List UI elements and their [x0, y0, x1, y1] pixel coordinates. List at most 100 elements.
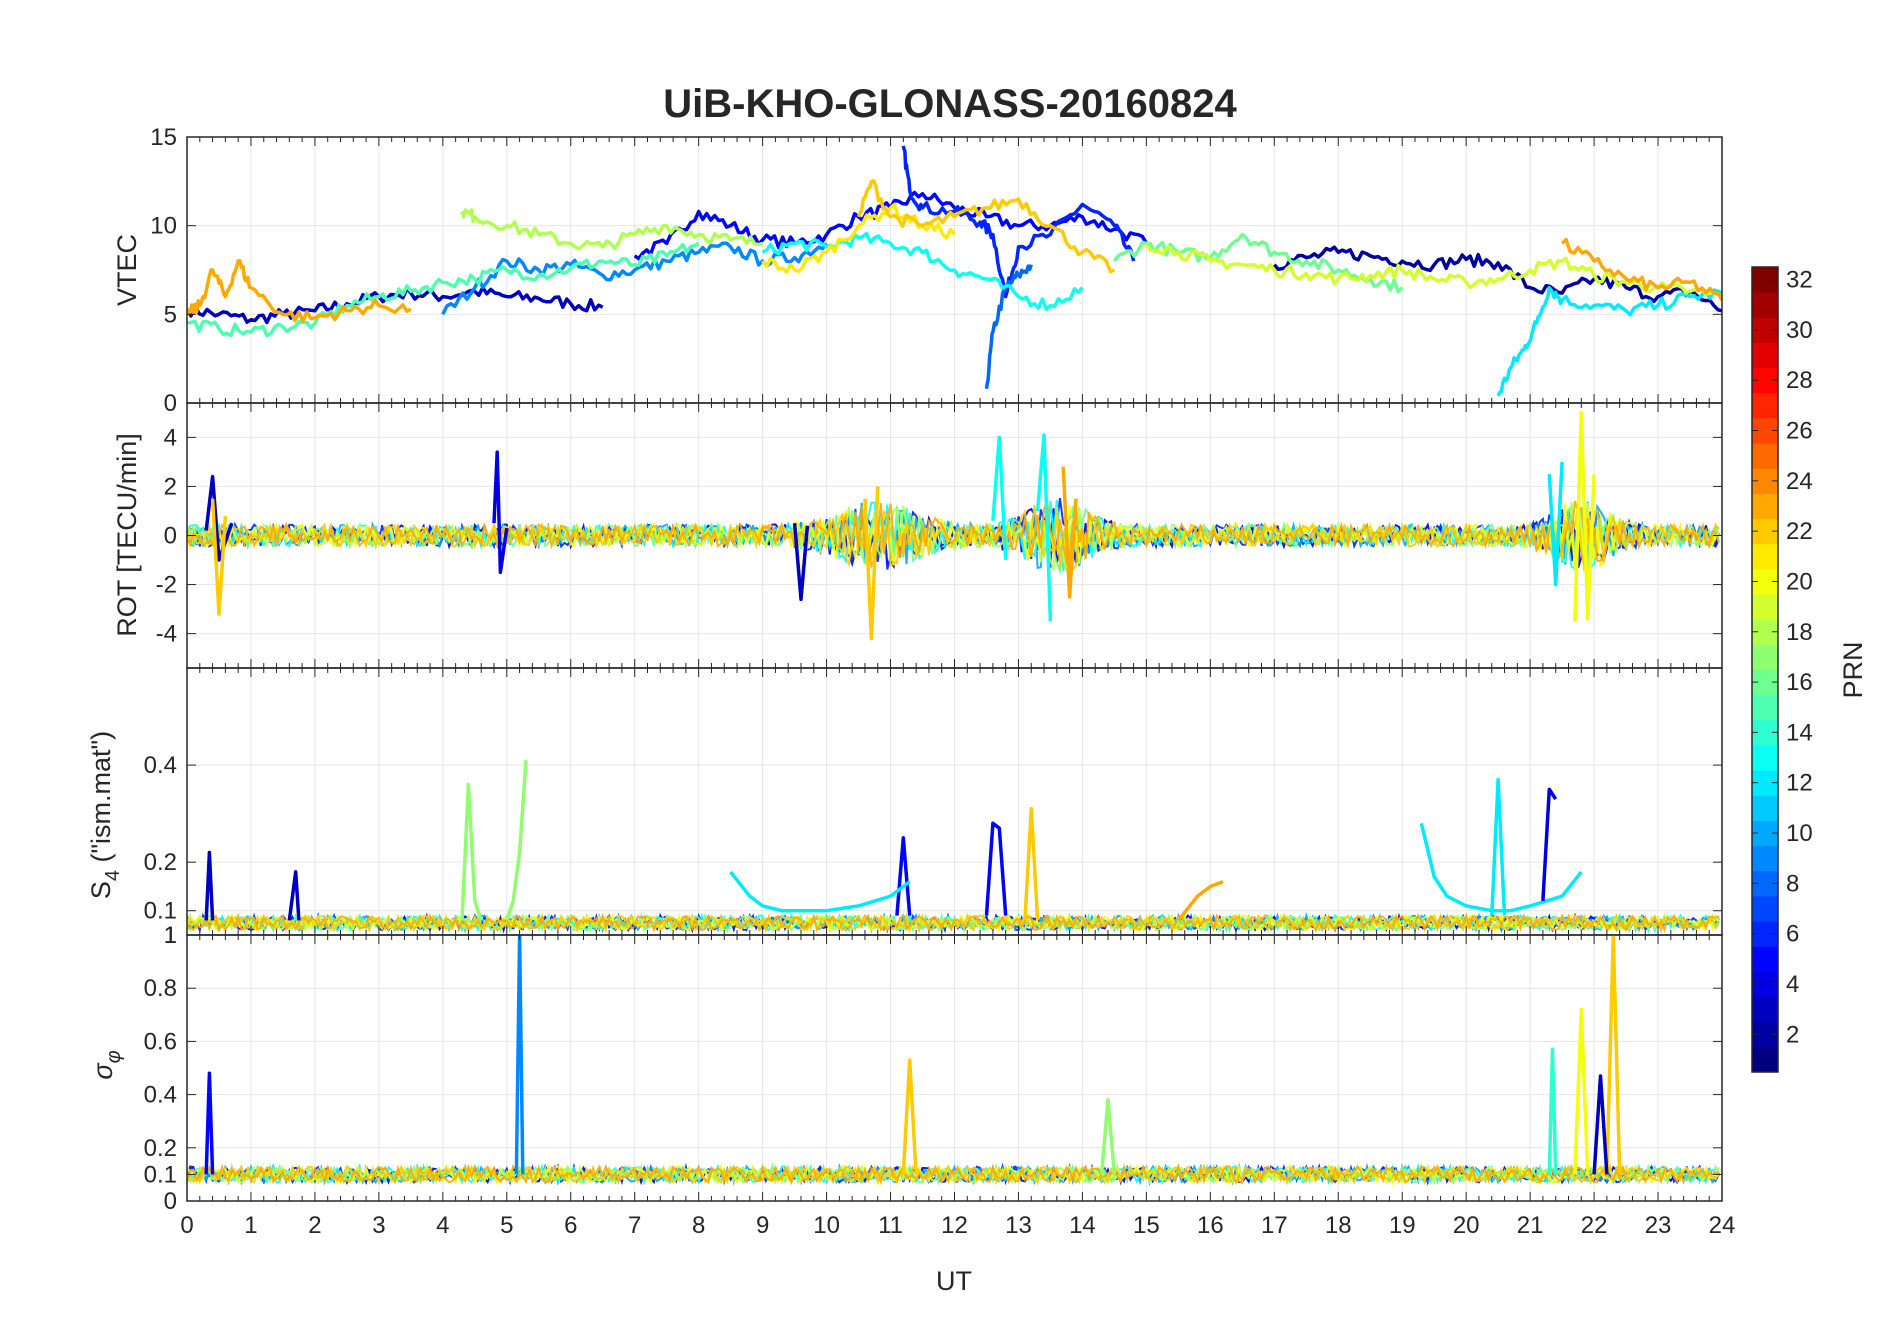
series-line-prn-20: [1573, 1007, 1590, 1175]
colorbar-tick-label: 20: [1786, 568, 1813, 595]
series-line-prn-8: [984, 264, 1033, 390]
series-line-prn-3: [792, 523, 810, 602]
colorbar-cell-prn-15: [1752, 694, 1778, 721]
colorbar-label: PRN: [1838, 641, 1868, 698]
colorbar-tick-label: 22: [1786, 518, 1813, 545]
x-tick-label: 17: [1261, 1212, 1288, 1239]
x-tick-label: 21: [1517, 1212, 1544, 1239]
y-axis-label: S4 ("ism.mat"): [86, 731, 124, 899]
y-tick-label: 0.2: [144, 849, 177, 876]
x-tick-label: 19: [1389, 1212, 1416, 1239]
series-line-prn-15: [187, 241, 700, 338]
colorbar-cell-prn-13: [1752, 744, 1778, 771]
colorbar-cell-prn-5: [1752, 946, 1778, 972]
x-tick-label: 2: [308, 1212, 321, 1239]
y-tick-label: 0.4: [144, 752, 177, 779]
y-tick-label: 15: [150, 124, 177, 151]
series-line-prn-22: [857, 179, 1116, 274]
colorbar-tick-label: 26: [1786, 418, 1813, 445]
series-line-prn-23: [1177, 879, 1224, 922]
y-tick-label: 0.8: [144, 975, 177, 1002]
series-line-prn-22: [1605, 935, 1622, 1175]
panel-vtec: 0 5 10 15 VTEC: [112, 124, 1723, 417]
y-tick-label: 2: [164, 473, 177, 500]
y-axis-label: ROT [TECU/min]: [112, 433, 142, 637]
series-line-prn-4: [492, 450, 509, 575]
x-tick-label: 18: [1325, 1212, 1352, 1239]
colorbar-tick-label: 32: [1786, 267, 1813, 294]
series-line-prn-23: [187, 258, 412, 323]
series-line-prn-22: [1023, 807, 1040, 921]
y-tick-label: 1: [164, 922, 177, 949]
colorbar-tick-label: 16: [1786, 669, 1813, 696]
x-tick-label: 12: [941, 1212, 968, 1239]
panel-sigma_phi: 00.10.2 0.4 0.6 0.8 1 σφ: [88, 922, 1723, 1215]
colorbar-tick-label: 6: [1786, 921, 1799, 948]
series-line-prn-19: [1144, 242, 1722, 299]
x-tick-label: 16: [1197, 1212, 1224, 1239]
colorbar-cell-prn-23: [1752, 493, 1778, 520]
y-tick-label: 10: [150, 213, 177, 240]
noise-series-prn-23: [187, 497, 1720, 570]
y-tick-label: 1: [164, 922, 177, 949]
series-line-prn-6: [901, 145, 1136, 299]
series-line-prn-3: [1592, 1074, 1609, 1175]
y-tick-label: 0.4: [144, 1082, 177, 1109]
series-line-prn-5: [895, 836, 912, 916]
chart-title: UiB-KHO-GLONASS-20160824: [663, 82, 1237, 126]
series-line-prn-13: [761, 231, 1084, 311]
series-group: [187, 411, 1720, 641]
x-tick-label: 9: [756, 1212, 769, 1239]
series-line-prn-16: [1112, 232, 1404, 294]
x-tick-label: 3: [372, 1212, 385, 1239]
series-line-prn-22: [863, 486, 880, 641]
y-tick-label: 0: [164, 390, 177, 417]
noise-series-prn-20: [187, 1162, 1720, 1187]
noise-series-prn-23: [187, 1163, 1719, 1186]
panel-rot: -4 -2 0 2 4 ROT [TECU/min]: [112, 402, 1723, 669]
colorbar-tick-label: 28: [1786, 367, 1813, 394]
series-line-prn-23: [1560, 237, 1722, 301]
series-line-prn-22: [901, 1058, 918, 1175]
series-line-prn-23: [1061, 466, 1078, 599]
y-tick-label: 4: [164, 424, 177, 451]
y-axis-label: σφ: [88, 1050, 125, 1079]
series-line-prn-3: [204, 850, 215, 921]
series-group: [187, 760, 1720, 934]
series-line-prn-9: [514, 935, 525, 1175]
series-line-prn-14: [1547, 1047, 1558, 1175]
y-tick-label: -4: [156, 621, 177, 648]
colorbar-cell-prn-27: [1752, 392, 1778, 419]
x-tick-label: 11: [878, 1212, 903, 1239]
x-tick-label: 24: [1709, 1212, 1736, 1239]
y-tick-label: 5: [164, 301, 177, 328]
colorbar-cell-prn-29: [1752, 342, 1778, 369]
series-line-prn-12: [1547, 461, 1564, 587]
colorbar-cell-prn-25: [1752, 443, 1778, 469]
series-line-prn-22: [210, 498, 228, 616]
x-tick-label: 15: [1133, 1212, 1160, 1239]
series-group: [187, 145, 1722, 397]
colorbar-cell-prn-7: [1752, 895, 1778, 922]
series-group: [187, 935, 1720, 1187]
y-tick-label: 0: [164, 523, 177, 550]
x-tick-label: 6: [564, 1212, 577, 1239]
colorbar-tick-label: 24: [1786, 468, 1813, 495]
y-tick-label: 0.1: [144, 1161, 177, 1188]
x-axis-label: UT: [936, 1266, 972, 1296]
x-tick-label: 10: [813, 1212, 840, 1239]
colorbar-tick-label: 2: [1786, 1021, 1799, 1048]
series-line-prn-13: [991, 435, 1008, 561]
series-line-prn-3: [204, 474, 234, 562]
colorbar-tick-label: 12: [1786, 770, 1813, 797]
x-tick-label: 13: [1005, 1212, 1032, 1239]
series-line-prn-17: [505, 760, 528, 921]
x-tick-label: 0: [180, 1212, 193, 1239]
x-tick-label: 14: [1069, 1212, 1096, 1239]
colorbar-tick-label: 4: [1786, 971, 1799, 998]
y-tick-label: 0: [164, 1188, 177, 1215]
y-tick-label: -2: [156, 572, 177, 599]
x-tick-label: 23: [1645, 1212, 1672, 1239]
